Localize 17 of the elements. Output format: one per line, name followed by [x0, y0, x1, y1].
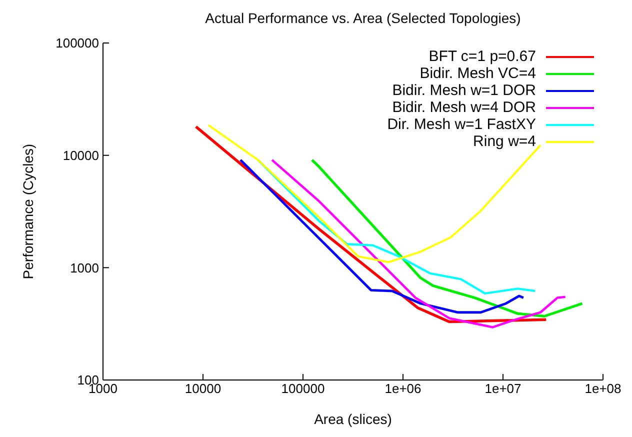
y-axis-title: Performance (Cycles) — [20, 144, 36, 280]
x-tick-label: 1e+07 — [484, 381, 522, 396]
y-tick-label: 1000 — [70, 260, 99, 276]
legend-label: Bidir. Mesh w=1 DOR — [392, 82, 536, 99]
x-axis-title: Area (slices) — [314, 411, 392, 427]
y-tick-label: 10000 — [62, 148, 99, 163]
legend-label: Dir. Mesh w=1 FastXY — [387, 116, 536, 133]
x-tick-label: 10000 — [184, 381, 222, 396]
x-tick-label: 100000 — [281, 381, 325, 396]
x-tick-label: 1e+06 — [384, 381, 422, 396]
chart-title: Actual Performance vs. Area (Selected Topologies) — [204, 10, 522, 26]
legend-label: Ring w=4 — [473, 133, 536, 150]
legend-label: Bidir. Mesh VC=4 — [420, 65, 536, 82]
x-tick-label: 1e+08 — [584, 381, 622, 396]
legend-label: Bidir. Mesh w=4 DOR — [392, 99, 536, 116]
legend-label: BFT c=1 p=0.67 — [428, 48, 536, 65]
y-tick-label: 100000 — [56, 36, 99, 51]
